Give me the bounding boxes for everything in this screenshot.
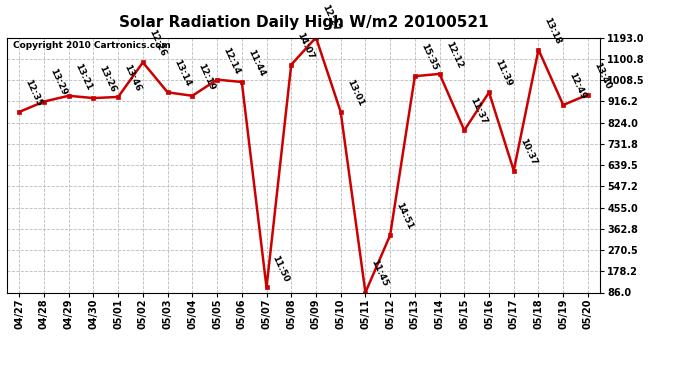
Text: 12:14: 12:14: [221, 46, 242, 75]
Text: 11:44: 11:44: [246, 48, 266, 78]
Text: 14:07: 14:07: [295, 31, 316, 60]
Text: 13:18: 13:18: [542, 16, 563, 45]
Text: 13:21: 13:21: [73, 62, 93, 92]
Text: 11:45: 11:45: [370, 258, 390, 288]
Text: 12:19: 12:19: [197, 62, 217, 92]
Text: 13:29: 13:29: [48, 68, 68, 98]
Text: 13:40: 13:40: [592, 61, 612, 90]
Text: 13:14: 13:14: [172, 58, 192, 88]
Text: 12:12: 12:12: [444, 40, 464, 70]
Text: 11:39: 11:39: [493, 58, 513, 88]
Text: 12:26: 12:26: [147, 28, 167, 58]
Text: 11:37: 11:37: [469, 96, 489, 126]
Text: 12:35: 12:35: [23, 78, 43, 108]
Text: Copyright 2010 Cartronics.com: Copyright 2010 Cartronics.com: [13, 41, 170, 50]
Text: 15:35: 15:35: [419, 42, 440, 72]
Text: 13:26: 13:26: [97, 64, 118, 94]
Text: 12:49: 12:49: [567, 71, 588, 101]
Text: 11:50: 11:50: [270, 254, 291, 283]
Text: 14:51: 14:51: [394, 201, 415, 231]
Text: Solar Radiation Daily High W/m2 20100521: Solar Radiation Daily High W/m2 20100521: [119, 15, 489, 30]
Text: 13:01: 13:01: [345, 78, 365, 108]
Text: 12:27: 12:27: [320, 3, 340, 33]
Text: 10:37: 10:37: [518, 137, 538, 166]
Text: 13:46: 13:46: [122, 63, 143, 93]
